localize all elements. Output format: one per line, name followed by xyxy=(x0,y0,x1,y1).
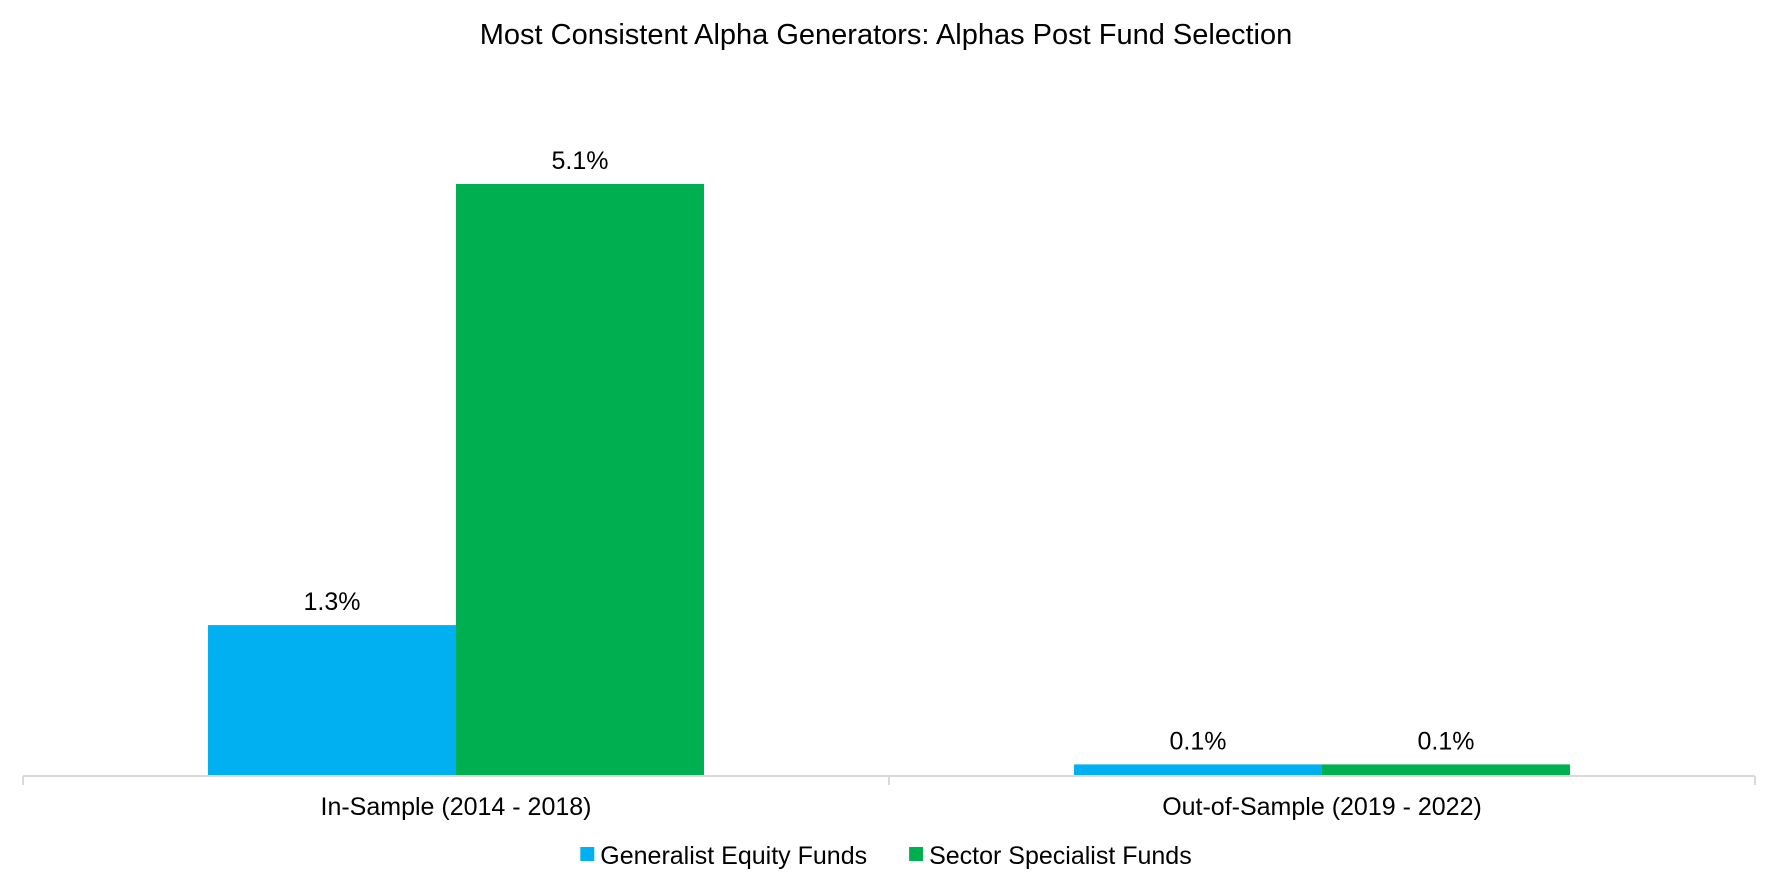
legend-label-generalist: Generalist Equity Funds xyxy=(600,842,867,870)
x-axis: In-Sample (2014 - 2018) Out-of-Sample (20… xyxy=(22,775,1756,821)
legend-label-sector: Sector Specialist Funds xyxy=(929,842,1192,870)
bars-layer xyxy=(208,184,1570,776)
data-label-generalist-1: 0.1% xyxy=(1170,727,1227,755)
bar-sector-0 xyxy=(456,184,704,776)
legend-swatch-sector xyxy=(909,847,924,861)
bar-sector-1 xyxy=(1322,764,1570,776)
legend: Generalist Equity Funds Sector Specialist… xyxy=(580,842,1192,870)
category-label-0: In-Sample (2014 - 2018) xyxy=(321,793,592,821)
legend-swatch-generalist xyxy=(580,847,595,861)
bar-generalist-0 xyxy=(208,625,456,776)
data-label-sector-1: 0.1% xyxy=(1418,727,1475,755)
category-label-1: Out-of-Sample (2019 - 2022) xyxy=(1162,793,1482,821)
data-label-generalist-0: 1.3% xyxy=(304,588,361,616)
chart-title: Most Consistent Alpha Generators: Alphas… xyxy=(480,19,1292,51)
data-labels-layer: 1.3% 5.1% 0.1% 0.1% xyxy=(304,147,1475,755)
data-label-sector-0: 5.1% xyxy=(552,147,609,175)
bar-generalist-1 xyxy=(1074,764,1322,776)
